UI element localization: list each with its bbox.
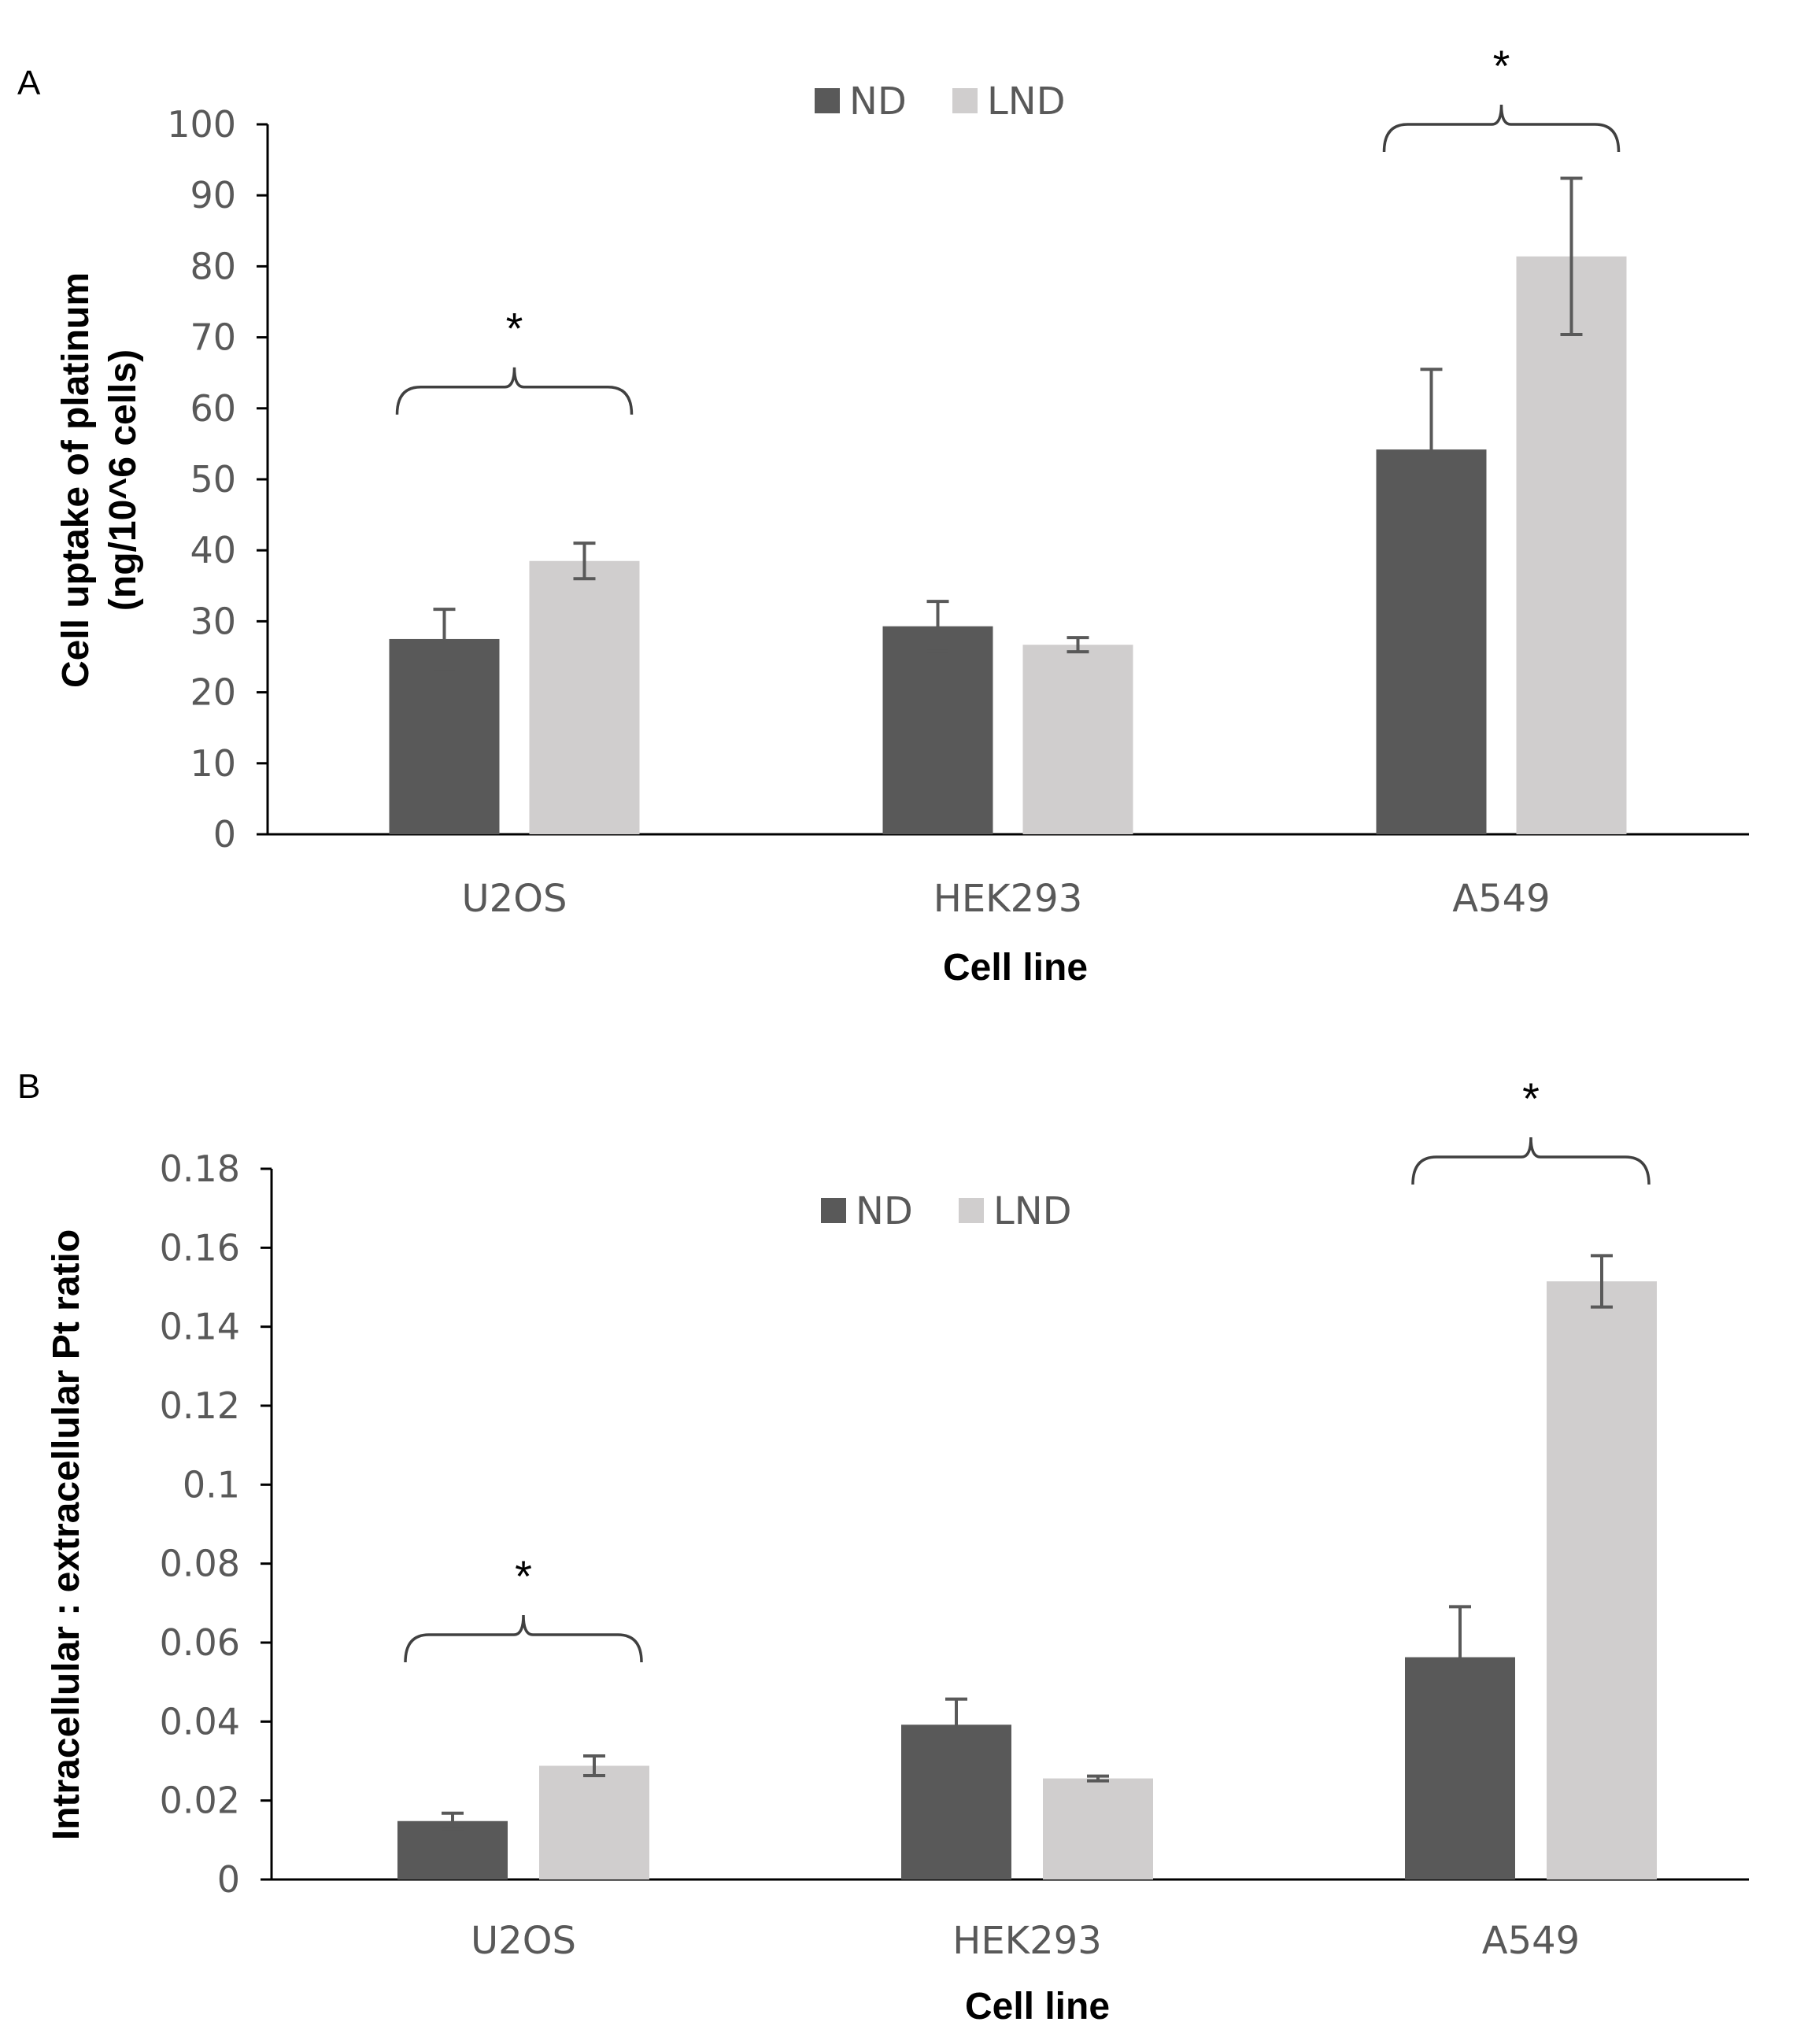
y-tick-label: 70 — [190, 316, 236, 359]
y-tick-label: 0.12 — [160, 1384, 240, 1427]
y-tick-label: 60 — [190, 387, 236, 430]
x-tick-label: A549 — [1452, 877, 1550, 921]
x-tick-label: U2OS — [471, 1919, 576, 1963]
panel-label-a: A — [17, 64, 41, 102]
bar-lnd-u2os — [529, 560, 640, 834]
x-tick-label: HEK293 — [933, 877, 1083, 921]
legend-label-nd: ND — [856, 1189, 913, 1233]
y-tick-label: 20 — [190, 671, 236, 714]
significance-marker: * — [515, 1551, 532, 1601]
bar-nd-u2os — [397, 1820, 508, 1880]
significance-marker: * — [1522, 1074, 1540, 1123]
chart-marks: 0 0.02 0.04 0.06 0.08 0.1 0.12 0.14 0.16 0.18 U2OS… — [160, 1074, 1749, 1963]
y-tick-label: 10 — [190, 742, 236, 785]
legend: ND LND — [821, 1189, 1072, 1233]
legend-swatch-nd — [821, 1198, 846, 1223]
x-tick-label: HEK293 — [952, 1919, 1102, 1963]
bar-nd-u2os — [389, 638, 500, 834]
y-tick-label: 30 — [190, 600, 236, 642]
x-axis-title: Cell line — [965, 1986, 1110, 2027]
y-tick-label: 100 — [167, 103, 236, 146]
y-tick-label: 0.1 — [183, 1463, 240, 1506]
chart-marks: 0 10 20 30 40 50 60 70 80 90 100 U2OS HEK293 A549 * * ND… — [167, 41, 1749, 921]
y-axis-title-line2: (ng/10^6 cells) — [102, 349, 144, 611]
y-tick-label: 0.04 — [160, 1700, 240, 1743]
y-tick-label: 0.08 — [160, 1543, 240, 1585]
y-tick-label: 0.02 — [160, 1780, 240, 1822]
x-tick-label: U2OS — [462, 877, 567, 921]
bar-lnd-u2os — [539, 1765, 649, 1880]
x-tick-label: A549 — [1482, 1919, 1580, 1963]
chart-panel-b: B Intracellular : extracellular Pt ratio… — [17, 1067, 1749, 2027]
y-tick-label: 50 — [190, 458, 236, 501]
bar-nd-hek293 — [882, 626, 993, 834]
y-tick-label: 0.18 — [160, 1148, 240, 1190]
significance-bracket — [395, 367, 634, 415]
bar-lnd-a549 — [1547, 1281, 1657, 1880]
x-axis-title: Cell line — [943, 947, 1088, 989]
panel-label-b: B — [17, 1067, 40, 1106]
y-tick-label: 0 — [217, 1858, 240, 1901]
legend-label-nd: ND — [849, 79, 907, 124]
significance-marker: * — [1493, 41, 1510, 91]
y-axis-title: Cell uptake of platinum (ng/10^6 cells) — [55, 272, 144, 688]
y-tick-label: 0.14 — [160, 1306, 240, 1348]
bar-lnd-hek293 — [1022, 645, 1133, 834]
bar-lnd-a549 — [1516, 256, 1627, 835]
legend-swatch-nd — [815, 88, 840, 113]
y-axis-title-line1: Cell uptake of platinum — [55, 272, 97, 688]
significance-bracket — [1382, 104, 1621, 153]
legend-label-lnd: LND — [987, 79, 1066, 124]
y-tick-label: 0 — [213, 813, 236, 856]
significance-bracket — [1411, 1137, 1651, 1185]
significance-bracket — [404, 1614, 643, 1663]
chart-panel-a: A Cell uptake of platinum (ng/10^6 cells… — [17, 41, 1749, 989]
legend-swatch-lnd — [952, 88, 978, 113]
y-tick-label: 90 — [190, 174, 236, 216]
y-tick-label: 80 — [190, 245, 236, 287]
bar-lnd-hek293 — [1043, 1778, 1153, 1880]
legend-swatch-lnd — [959, 1198, 984, 1223]
y-tick-label: 40 — [190, 529, 236, 571]
significance-marker: * — [506, 304, 523, 353]
y-tick-label: 0.06 — [160, 1621, 240, 1664]
legend-label-lnd: LND — [993, 1189, 1072, 1233]
y-tick-label: 0.16 — [160, 1226, 240, 1269]
legend: ND LND — [815, 79, 1066, 124]
y-axis-title: Intracellular : extracellular Pt ratio — [46, 1229, 87, 1840]
